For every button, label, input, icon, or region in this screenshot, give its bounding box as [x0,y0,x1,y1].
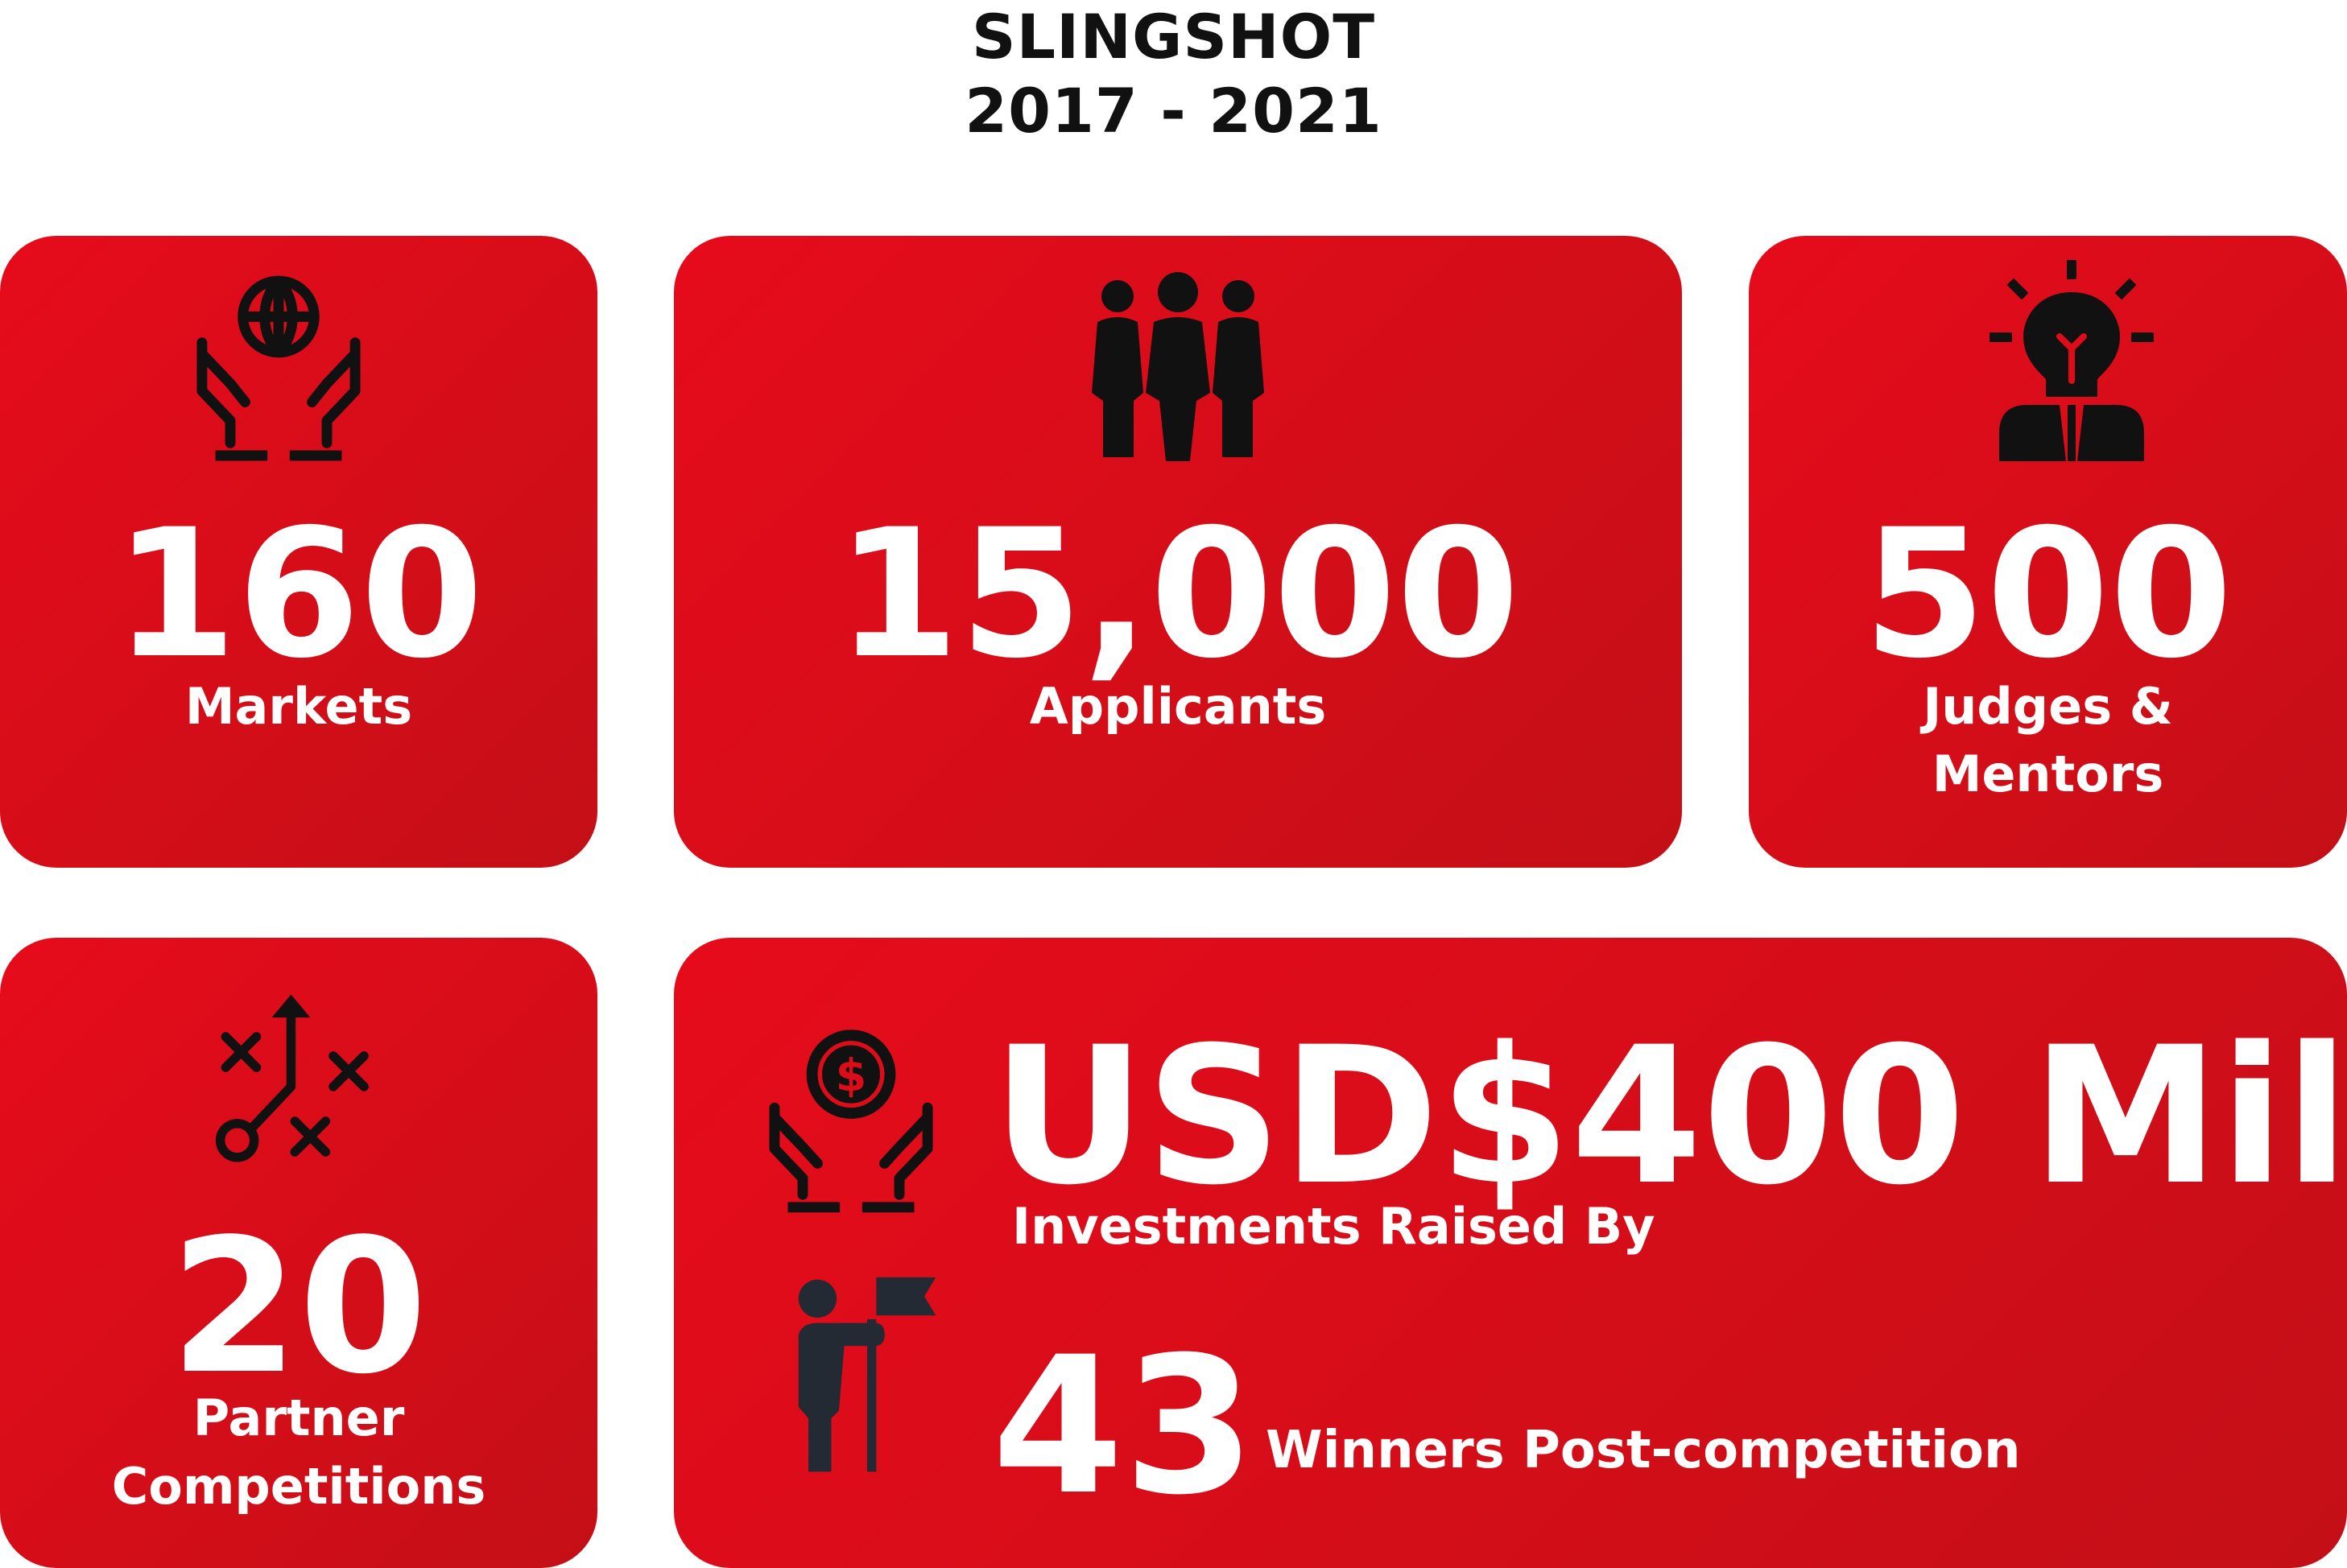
judges-mentors-card: 500 Judges & Mentors [1749,236,2347,868]
investments-label: Investments Raised By [1012,1197,1655,1256]
people-group-icon [1092,272,1264,461]
applicants-card: 15,000 Applicants [674,236,1682,868]
strategy-play-icon [215,994,369,1162]
header: SLINGSHOT 2017 - 2021 [0,0,2347,148]
markets-value: 160 [114,491,484,697]
svg-text:$: $ [836,1050,867,1102]
investments-value: USD$400 Mil [992,1007,2347,1227]
page-subtitle-years: 2017 - 2021 [965,75,1382,146]
winners-label: Winners Post-competition [1266,1421,2021,1480]
money-in-hands-icon: $ [769,1030,933,1213]
partners-label-line2: Competitions [111,1457,486,1516]
globe-in-hands-icon [196,275,361,461]
lightbulb-person-icon [1990,260,2154,461]
markets-card: 160 Markets [0,236,597,868]
partners-label-line1: Partner [192,1389,405,1447]
judges-label-line2: Mentors [1932,745,2164,803]
partners-value: 20 [169,1200,428,1415]
winners-value: 43 [992,1317,1256,1537]
applicants-value: 15,000 [836,491,1520,697]
judges-value: 500 [1862,491,2233,697]
investments-card: $ USD$400 Mil Investments Raised By 43 W… [674,938,2347,1568]
partner-competitions-card: 20 Partner Competitions [0,938,597,1568]
person-with-flag-icon [798,1277,936,1472]
markets-label: Markets [184,677,413,736]
applicants-label: Applicants [1029,677,1327,736]
page-title: SLINGSHOT [971,1,1376,72]
judges-label-line1: Judges & [1923,677,2173,736]
